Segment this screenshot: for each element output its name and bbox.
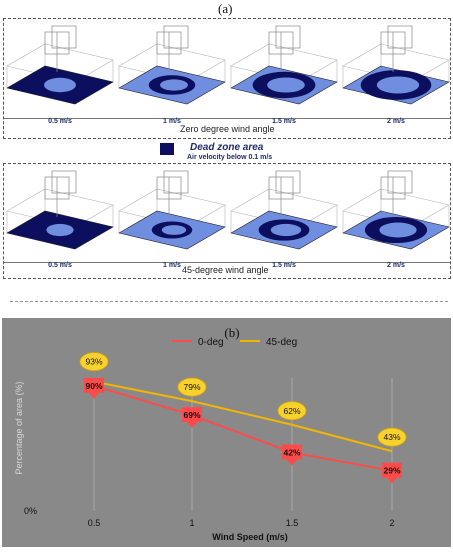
cfd-cell-1-2: 1.5 m/s [230, 170, 338, 269]
data-label-0-deg: 69% [183, 410, 200, 420]
windcatcher-back [163, 170, 189, 194]
marker-0-deg-arrow [187, 422, 197, 429]
data-label-45-deg: 79% [183, 382, 200, 392]
airflow-zone [376, 76, 420, 94]
zero-degree-group [3, 18, 451, 139]
speed-label: 1 m/s [163, 262, 181, 269]
speed-label: 0.5 m/s [48, 118, 72, 125]
point-0-deg: 90% [84, 377, 104, 399]
windcatcher-back [163, 25, 189, 49]
airflow-zone [161, 225, 187, 235]
point-0-deg: 29% [382, 462, 402, 484]
speed-label: 2 m/s [387, 118, 405, 125]
windcatcher-back [387, 170, 413, 194]
cfd-illustrations: 0.5 m/s 1 m/s 1.5 m/s 2 m/s 0.5 m/s 1 m/s 1.5 … [6, 25, 450, 269]
point-45-deg: 93% [79, 352, 109, 372]
windcatcher-back [51, 25, 77, 49]
speed-label: 0.5 m/s [48, 262, 72, 269]
cfd-cell-0-0: 0.5 m/s [6, 25, 114, 125]
airflow-zone [46, 223, 74, 237]
cfd-cell-1-1: 1 m/s [118, 170, 226, 269]
marker-0-deg [84, 377, 104, 393]
data-badge-45-deg [177, 377, 207, 397]
series-line-0-deg [93, 384, 393, 472]
legend-45-deg-label: 45-deg [266, 337, 297, 348]
speed-label: 1.5 m/s [272, 262, 296, 269]
data-badge-45-deg [277, 401, 307, 421]
zero-degree-group-title: Zero degree wind angle [180, 124, 275, 134]
dead-zone-legend-title: Dead zone area [190, 142, 264, 153]
point-45-deg: 43% [377, 427, 407, 447]
marker-0-deg [182, 407, 202, 423]
windcatcher-back [387, 25, 413, 49]
windcatcher-back [275, 25, 301, 49]
speed-label: 1.5 m/s [272, 118, 296, 125]
speed-label: 2 m/s [387, 262, 405, 269]
data-badge-45-deg [79, 352, 109, 372]
legend-45-deg: 45-deg [240, 337, 297, 348]
x-tick-label: 0.5 [88, 518, 101, 528]
data-label-45-deg: 62% [283, 406, 300, 416]
legend-0-deg-label: 0-deg [198, 337, 224, 348]
dead-zone-legend-subtitle: Air velocity below 0.1 m/s [187, 154, 273, 161]
point-45-deg: 79% [177, 377, 207, 397]
data-label-45-deg: 93% [85, 357, 102, 367]
marker-0-deg-arrow [287, 459, 297, 466]
cfd-cell-1-0: 0.5 m/s [6, 170, 114, 269]
dead-zone-legend-swatch [160, 143, 174, 155]
point-0-deg: 42% [282, 444, 302, 466]
data-badge-45-deg [377, 427, 407, 447]
speed-label: 1 m/s [163, 118, 181, 125]
forty-five-degree-group [3, 163, 451, 279]
cfd-cell-0-1: 1 m/s [118, 25, 226, 125]
data-label-0-deg: 42% [283, 448, 300, 458]
marker-0-deg-arrow [89, 392, 99, 399]
marker-0-deg-arrow [387, 477, 397, 484]
point-0-deg: 69% [182, 407, 202, 429]
windcatcher-back [51, 170, 77, 194]
windcatcher-back [275, 170, 301, 194]
x-tick-label: 1 [189, 518, 194, 528]
data-label-45-deg: 43% [383, 432, 400, 442]
cfd-cell-0-2: 1.5 m/s [230, 25, 338, 125]
airflow-zone [44, 77, 76, 93]
x-axis-label: Wind Speed (m/s) [212, 532, 287, 542]
marker-0-deg [382, 462, 402, 478]
chart-area: (b) 0-deg 45-deg Percentage of area (%) … [2, 318, 451, 547]
airflow-zone [379, 222, 417, 238]
airflow-zone [270, 223, 302, 237]
x-tick-label: 2 [389, 518, 394, 528]
panel-b-label: (b) [224, 325, 239, 340]
panel-divider [10, 301, 448, 302]
data-label-0-deg: 29% [383, 466, 400, 476]
airflow-zone [267, 77, 305, 93]
series-line-45-deg [93, 380, 393, 453]
airflow-zone [160, 79, 188, 91]
point-45-deg: 62% [277, 401, 307, 421]
x-tick-label: 1.5 [286, 518, 299, 528]
y-tick-0: 0% [24, 506, 37, 516]
marker-0-deg [282, 444, 302, 460]
cfd-cell-0-3: 2 m/s [342, 25, 450, 125]
data-label-0-deg: 90% [85, 381, 102, 391]
panel-a-label: (a) [218, 1, 233, 16]
wind-speed-chart: (b) 0-deg 45-deg Percentage of area (%) … [14, 325, 407, 542]
legend-0-deg: 0-deg [172, 337, 224, 348]
forty-five-degree-group-title: 45-degree wind angle [182, 265, 269, 275]
cfd-cell-1-3: 2 m/s [342, 170, 450, 269]
y-axis-label: Percentage of area (%) [14, 381, 24, 474]
